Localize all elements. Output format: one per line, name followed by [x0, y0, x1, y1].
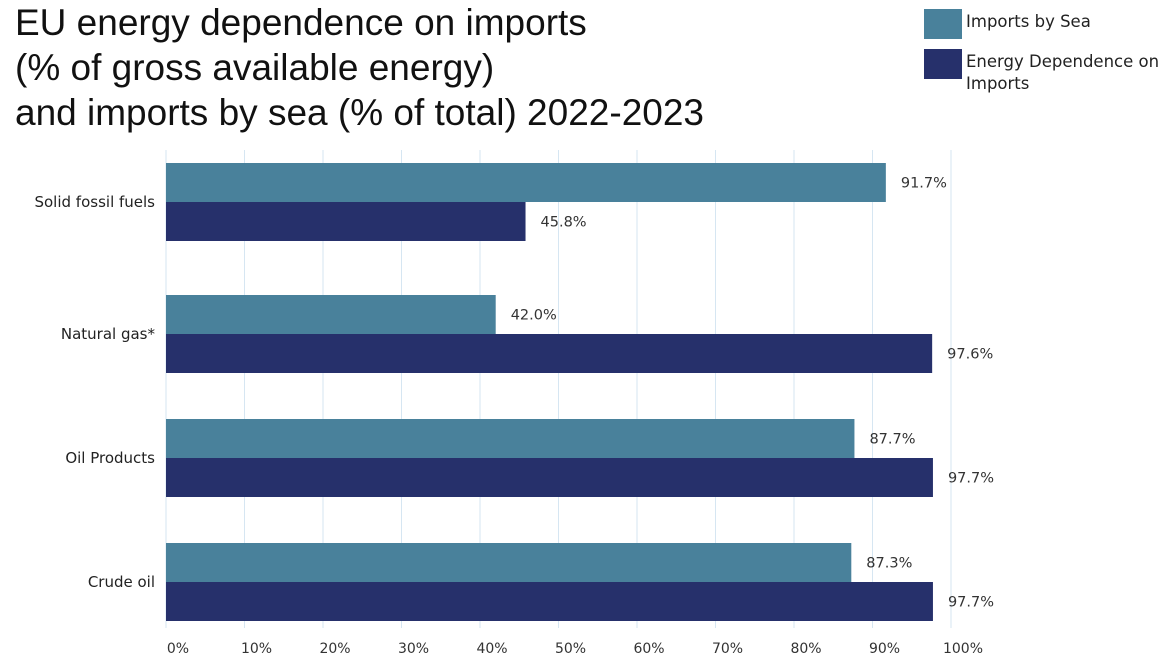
x-tick-label-5: 50%	[555, 641, 586, 657]
data-label-s0-c0: 91.7%	[901, 176, 947, 192]
legend-swatch-energy-dependence	[924, 49, 962, 79]
category-label-2: Oil Products	[65, 449, 155, 467]
data-label-s0-c3: 87.3%	[866, 556, 912, 572]
chart-title-line-1: EU energy dependence on imports	[15, 2, 587, 43]
legend-item-energy-dependence: Energy Dependence on Imports	[924, 49, 1169, 95]
category-label-1: Natural gas*	[61, 325, 156, 343]
bar-s0-c1	[166, 295, 496, 334]
x-tick-label-10: 100%	[943, 641, 983, 657]
data-label-s1-c2: 97.7%	[948, 471, 994, 487]
data-label-s0-c2: 87.7%	[869, 432, 915, 448]
bar-s1-c0	[166, 202, 526, 241]
legend-item-imports-by-sea: Imports by Sea	[924, 9, 1169, 39]
x-tick-label-2: 20%	[319, 641, 350, 657]
x-tick-label-9: 90%	[869, 641, 900, 657]
x-tick-label-0: 0%	[167, 641, 189, 657]
bar-s0-c2	[166, 419, 855, 458]
bar-s1-c3	[166, 582, 933, 621]
x-tick-label-3: 30%	[398, 641, 429, 657]
x-tick-label-8: 80%	[790, 641, 821, 657]
legend-label-imports-by-sea: Imports by Sea	[966, 12, 1091, 31]
data-label-s1-c3: 97.7%	[948, 595, 994, 611]
x-tick-label-4: 40%	[476, 641, 507, 657]
chart-title-line-2: (% of gross available energy)	[15, 47, 495, 88]
bar-s0-c0	[166, 163, 886, 202]
legend-label-energy-dependence: Energy Dependence on Imports	[966, 52, 1160, 93]
data-label-s1-c0: 45.8%	[541, 215, 587, 231]
data-label-s0-c1: 42.0%	[511, 308, 557, 324]
bar-s1-c2	[166, 458, 933, 497]
category-label-0: Solid fossil fuels	[34, 193, 155, 211]
legend-swatch-imports-by-sea	[924, 9, 962, 39]
data-label-s1-c1: 97.6%	[947, 347, 993, 363]
x-tick-label-1: 10%	[241, 641, 272, 657]
chart-legend: Imports by Sea Energy Dependence on Impo…	[924, 9, 1169, 95]
x-tick-label-7: 70%	[712, 641, 743, 657]
chart-title: EU energy dependence on imports (% of gr…	[15, 0, 704, 135]
x-tick-label-6: 60%	[633, 641, 664, 657]
bar-s1-c1	[166, 334, 933, 373]
bar-s0-c3	[166, 543, 852, 582]
category-label-3: Crude oil	[88, 573, 155, 591]
chart-title-line-3: and imports by sea (% of total) 2022-202…	[15, 92, 704, 133]
